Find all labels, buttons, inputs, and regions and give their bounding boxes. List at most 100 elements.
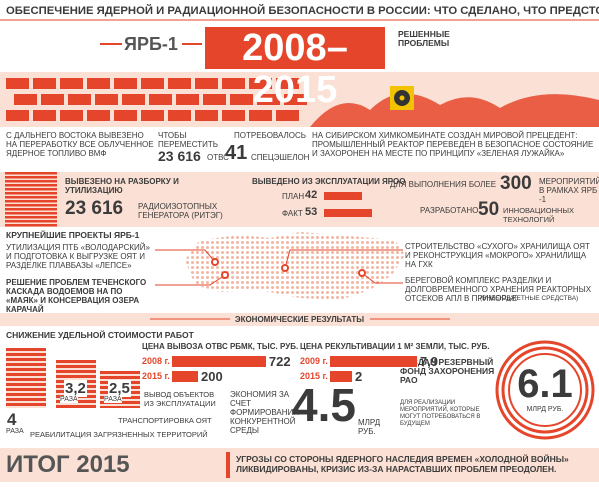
band — [0, 448, 599, 482]
ring — [495, 340, 595, 440]
wagon-icon — [141, 110, 164, 121]
wagon-icon — [276, 110, 299, 121]
subtitle: РЕШЕННЫЕ ПРОБЛЕМЫ — [398, 29, 450, 48]
wagon-icon — [284, 94, 307, 105]
unit: ИННОВАЦИОННЫХ ТЕХНОЛОГИЙ — [503, 206, 575, 224]
ring — [508, 353, 582, 427]
year-label: 2009 г. — [300, 356, 328, 366]
value: 23 616 — [158, 148, 201, 164]
bar — [172, 371, 198, 382]
wagon-icon — [6, 78, 29, 89]
wagon-icon — [33, 78, 56, 89]
text: ЭКОНОМИЯ ЗА СЧЕТ ФОРМИРОВАНИЯ КОНКУРЕНТН… — [230, 390, 300, 435]
reduction-value: 2,5 — [108, 380, 131, 397]
year-label: 2015 г. — [142, 371, 170, 381]
value: 53 — [305, 206, 318, 218]
wagon-icon — [33, 110, 56, 121]
landscape — [310, 93, 599, 127]
bar-value: 2 — [355, 369, 363, 384]
reduction-value: 3,2 — [64, 380, 87, 397]
label: ЧТОБЫ ПЕРЕМЕСТИТЬ — [158, 131, 219, 149]
wagon-icon — [87, 78, 110, 89]
reduction-text: РЕАБИЛИТАЦИЯ ЗАГРЯЗНЕННЫХ ТЕРРИТОРИЙ — [30, 430, 208, 439]
bar — [172, 356, 266, 367]
map-marker — [358, 269, 366, 277]
bar — [324, 192, 362, 200]
label: ПОТРЕБОВАЛОСЬ — [234, 131, 306, 140]
map — [185, 232, 405, 300]
unit: МЛРД РУБ. — [358, 418, 381, 436]
wagon-icon — [249, 78, 272, 89]
value: 41 — [225, 142, 248, 164]
wagon-icon — [122, 94, 145, 105]
bar — [6, 348, 46, 408]
wagon-icon — [149, 94, 172, 105]
value: 6.1 — [517, 362, 573, 406]
label: ЦЕНА ВЫВОЗА ОТВС РБМК, ТЫС. РУБ. — [142, 342, 299, 351]
band — [0, 313, 599, 326]
bar — [330, 371, 352, 382]
ring — [501, 346, 589, 434]
reduction-text: ТРАНСПОРТИРОВКА ОЯТ — [118, 416, 212, 425]
project: БЕРЕГОВОЙ КОМПЛЕКС РАЗДЕЛКИ И ДОЛГОВРЕМЕ… — [405, 276, 592, 303]
wagon-icon — [95, 94, 118, 105]
wagon-icon — [257, 94, 280, 105]
unit: МЛРД РУБ. — [526, 406, 564, 413]
wagon-icon — [114, 110, 137, 121]
label: РАЗРАБОТАНО — [420, 206, 479, 215]
bar — [330, 356, 417, 367]
wagon-icon — [195, 78, 218, 89]
section-title: ЭКОНОМИЧЕСКИЕ РЕЗУЛЬТАТЫ — [234, 315, 365, 324]
reduction-unit: РАЗА — [6, 428, 24, 435]
bar-value: 200 — [201, 369, 223, 384]
bar-value: 722 — [268, 354, 291, 369]
wagon-icon — [14, 94, 37, 105]
title: ОБЕСПЕЧЕНИЕ ЯДЕРНОЙ И РАДИАЦИОННОЙ БЕЗОП… — [6, 5, 599, 17]
wagon-icon — [114, 78, 137, 89]
map-marker — [221, 271, 229, 279]
connector — [284, 249, 403, 269]
reduction-text: ВЫВОД ОБЪЕКТОВ ИЗ ЭКСПЛУАТАЦИИ — [144, 390, 216, 408]
connector — [361, 272, 403, 284]
label: ФАКТ — [282, 209, 303, 218]
wagon-icon — [276, 78, 299, 89]
reduction-unit: РАЗА — [104, 396, 122, 403]
note: ДЛЯ РЕАЛИЗАЦИИ МЕРОПРИЯТИЙ, КОТОРЫЕ МОГУ… — [400, 400, 481, 427]
wagon-icon — [203, 94, 226, 105]
value: 50 — [478, 199, 500, 220]
wagon-icon — [222, 110, 245, 121]
band — [0, 172, 599, 227]
text: С ДАЛЬНЕГО ВОСТОКА ВЫВЕЗЕНО НА ПЕРЕРАБОТ… — [6, 131, 154, 158]
wagon-icon — [230, 94, 253, 105]
year-label: 2008 г. — [142, 356, 170, 366]
reduction-value: 4 — [6, 410, 18, 430]
connector — [155, 274, 226, 286]
year-label: 2015 г. — [300, 371, 328, 381]
unit: РАДИОИЗОТОПНЫХ ГЕНЕРАТОРА (РИТЭГ) — [138, 202, 223, 220]
wagon-icon — [68, 94, 91, 105]
label: ПЛАН — [282, 192, 305, 201]
label: ЦЕНА РЕКУЛЬТИВАЦИИ 1 М² ЗЕМЛИ, ТЫС. РУБ. — [300, 342, 490, 351]
wagon-icon — [60, 78, 83, 89]
label: ВЫВЕДЕНО ИЗ ЭКСПЛУАТАЦИИ ЯРОО — [252, 177, 406, 186]
wagon-icon — [141, 78, 164, 89]
label: ДЛЯ ВЫПОЛНЕНИЯ БОЛЕЕ — [390, 180, 497, 189]
value: 42 — [305, 189, 318, 201]
bar-value: 7,9 — [419, 354, 438, 369]
map-marker — [211, 258, 219, 266]
wagon-icon — [60, 110, 83, 121]
unit: СПЕЦЭШЕЛОН — [251, 153, 310, 162]
project: РЕШЕНИЕ ПРОБЛЕМ ТЕЧЕНСКОГО КАСКАДА ВОДОЕ… — [6, 278, 147, 314]
value: 4.5 — [292, 379, 356, 431]
project: УТИЛИЗАЦИЯ ПТБ «ВОЛОДАРСКИЙ» И ПОДГОТОВК… — [6, 243, 150, 270]
wagons — [6, 78, 307, 121]
value: 300 — [500, 173, 532, 194]
reduction-unit: РАЗА — [60, 396, 78, 403]
wagon-icon — [249, 110, 272, 121]
wagon-icon — [222, 78, 245, 89]
program: ЯРБ-1 — [124, 34, 178, 54]
wagon-icon — [168, 110, 191, 121]
bar — [324, 209, 372, 217]
